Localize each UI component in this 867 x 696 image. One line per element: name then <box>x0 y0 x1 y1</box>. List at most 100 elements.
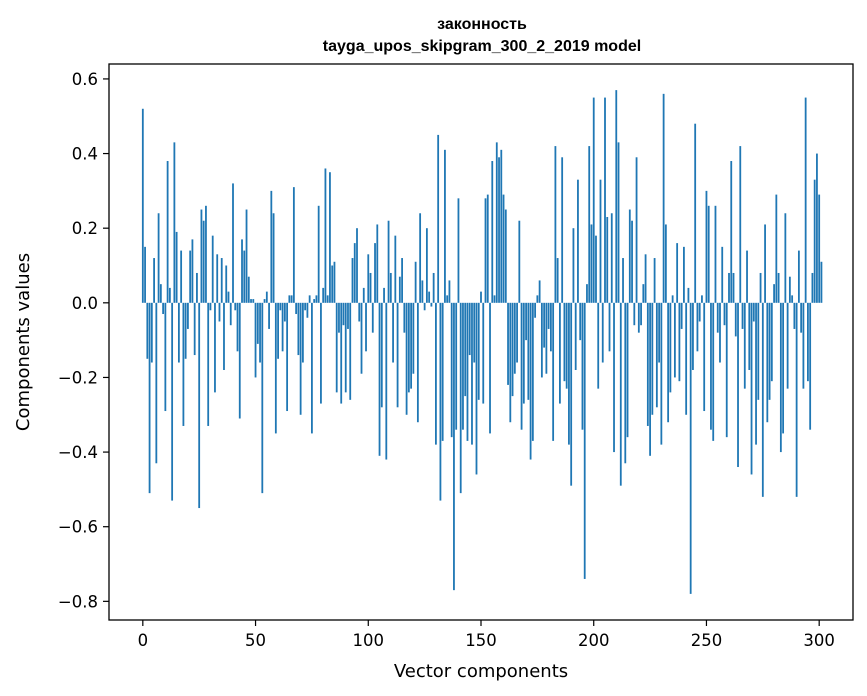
bar-195 <box>581 302 584 430</box>
bar-257 <box>721 246 724 303</box>
bar-145 <box>468 302 471 356</box>
bar-235 <box>671 295 674 303</box>
bar-58 <box>272 213 275 303</box>
bar-155 <box>491 161 494 303</box>
bar-135 <box>446 295 449 303</box>
bar-210 <box>615 90 618 303</box>
bar-21 <box>189 250 192 303</box>
bar-111 <box>392 302 394 363</box>
bar-255 <box>716 302 719 333</box>
bar-38 <box>227 291 230 303</box>
bar-217 <box>631 220 633 303</box>
bar-184 <box>556 258 559 303</box>
bar-197 <box>586 284 588 303</box>
x-tick-label: 300 <box>803 631 835 650</box>
bar-66 <box>290 295 293 303</box>
bar-16 <box>177 302 180 363</box>
bar-284 <box>782 302 785 434</box>
bar-188 <box>565 302 568 389</box>
bar-81 <box>324 168 327 303</box>
bar-151 <box>482 302 485 404</box>
bar-52 <box>259 302 261 363</box>
bar-15 <box>175 231 178 303</box>
bar-136 <box>448 280 451 303</box>
bar-154 <box>489 302 491 434</box>
bar-153 <box>486 194 489 303</box>
bar-233 <box>667 302 670 423</box>
bar-171 <box>527 302 530 400</box>
bar-72 <box>304 302 307 311</box>
y-tick-label: 0.2 <box>72 219 98 238</box>
bar-198 <box>588 146 591 303</box>
bar-131 <box>437 134 440 303</box>
bar-178 <box>543 302 546 348</box>
bar-201 <box>595 235 597 303</box>
bar-276 <box>764 224 766 303</box>
bar-1 <box>144 246 146 303</box>
bar-75 <box>311 302 313 434</box>
y-axis-ticks: −0.8 −0.6 −0.4 −0.2 0.0 0.2 0.4 0.6 <box>58 70 109 611</box>
bar-86 <box>335 302 338 393</box>
bar-292 <box>800 302 803 333</box>
bar-250 <box>705 190 708 303</box>
bar-106 <box>380 302 383 408</box>
bar-47 <box>247 276 250 303</box>
bar-95 <box>356 228 358 303</box>
bar-116 <box>403 302 406 333</box>
bar-120 <box>412 302 415 374</box>
bar-127 <box>428 291 431 303</box>
bar-158 <box>498 157 500 303</box>
bar-140 <box>457 198 460 303</box>
bar-117 <box>405 302 408 415</box>
bar-294 <box>804 97 807 303</box>
bar-228 <box>655 302 658 408</box>
bar-55 <box>265 291 268 303</box>
bar-187 <box>563 302 566 382</box>
bar-256 <box>719 302 721 363</box>
bar-126 <box>425 228 428 303</box>
bar-258 <box>723 302 726 326</box>
x-tick-label: 100 <box>353 631 385 650</box>
bar-3 <box>148 302 151 494</box>
bar-298 <box>813 179 816 303</box>
bar-30 <box>209 302 212 311</box>
x-tick-label: 150 <box>465 631 497 650</box>
bar-169 <box>522 302 525 404</box>
bar-109 <box>387 220 390 303</box>
bar-202 <box>597 302 600 389</box>
bar-248 <box>701 295 703 303</box>
bar-148 <box>475 302 478 475</box>
bar-105 <box>378 302 381 456</box>
bar-115 <box>401 258 403 303</box>
bar-7 <box>157 213 160 303</box>
bar-18 <box>182 302 185 426</box>
y-tick-label: −0.2 <box>58 368 98 387</box>
bar-77 <box>315 295 318 303</box>
bar-4 <box>150 302 153 363</box>
bar-53 <box>261 302 264 494</box>
bar-19 <box>184 302 187 359</box>
bar-273 <box>757 302 760 400</box>
bar-37 <box>225 265 228 303</box>
bar-272 <box>755 302 757 445</box>
bar-199 <box>590 224 593 303</box>
bar-112 <box>394 235 397 303</box>
bar-124 <box>421 280 424 303</box>
bar-59 <box>274 302 277 434</box>
bar-220 <box>637 302 640 333</box>
bar-69 <box>297 302 300 356</box>
bar-163 <box>509 302 512 423</box>
bar-41 <box>234 302 237 311</box>
bar-246 <box>696 302 699 352</box>
bar-200 <box>592 97 595 303</box>
bar-142 <box>462 302 464 430</box>
bar-68 <box>295 302 298 315</box>
bar-274 <box>759 272 762 303</box>
bar-237 <box>676 243 679 303</box>
y-tick-label: −0.6 <box>58 518 98 537</box>
bar-71 <box>301 302 304 363</box>
bar-92 <box>349 302 352 400</box>
y-tick-label: −0.4 <box>58 443 98 462</box>
bar-267 <box>743 302 746 389</box>
bar-205 <box>604 97 606 303</box>
